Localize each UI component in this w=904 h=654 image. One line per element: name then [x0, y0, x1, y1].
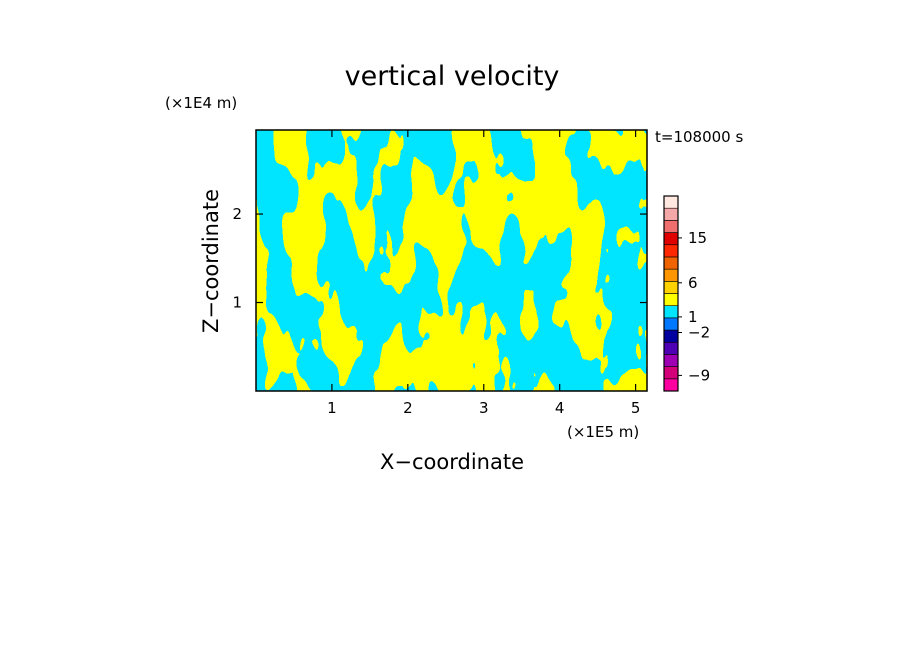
y-axis-ticks: 12 — [232, 205, 647, 312]
colorbar-level — [663, 256, 679, 270]
colorbar-level — [663, 341, 679, 355]
y-unit-label: (×1E4 m) — [165, 94, 237, 112]
colorbar-level — [663, 317, 679, 331]
colorbar-level — [663, 244, 679, 258]
colorbar-level — [663, 232, 679, 246]
time-label: t=108000 s — [655, 128, 743, 146]
colorbar-label: 15 — [688, 229, 707, 247]
colorbar-level — [663, 378, 679, 392]
colorbar-label: 6 — [688, 274, 698, 292]
y-tick-label: 2 — [232, 205, 242, 223]
colorbar: 15 6 1−2 −9 — [663, 195, 710, 392]
colorbar-level — [663, 268, 679, 282]
colorbar-level — [663, 207, 679, 221]
colorbar-level — [663, 195, 679, 209]
colorbar-level — [663, 329, 679, 343]
x-axis-ticks: 1 2 3 4 5 — [327, 130, 640, 417]
colorbar-level — [663, 293, 679, 306]
plot-frame — [255, 129, 648, 392]
colorbar-level — [663, 305, 679, 319]
y-tick-label: 1 — [232, 294, 242, 312]
y-axis-title: Z−coordinate — [199, 189, 223, 333]
colorbar-level — [663, 281, 679, 294]
x-axis-title: X−coordinate — [380, 450, 524, 474]
positive-velocity-region — [256, 130, 647, 391]
x-unit-label: (×1E5 m) — [567, 423, 639, 441]
x-tick-label: 5 — [631, 399, 641, 417]
colorbar-level — [663, 366, 679, 380]
x-tick-label: 2 — [403, 399, 413, 417]
x-tick-label: 1 — [327, 399, 337, 417]
colorbar-label: −9 — [688, 366, 710, 384]
chart-title: vertical velocity — [345, 61, 560, 92]
colorbar-label: 1 — [688, 308, 698, 326]
x-tick-label: 4 — [555, 399, 565, 417]
x-tick-label: 3 — [479, 399, 489, 417]
colorbar-label: −2 — [688, 324, 710, 342]
colorbar-level — [663, 220, 679, 233]
colorbar-frame — [663, 195, 679, 392]
colorbar-level — [663, 354, 679, 367]
